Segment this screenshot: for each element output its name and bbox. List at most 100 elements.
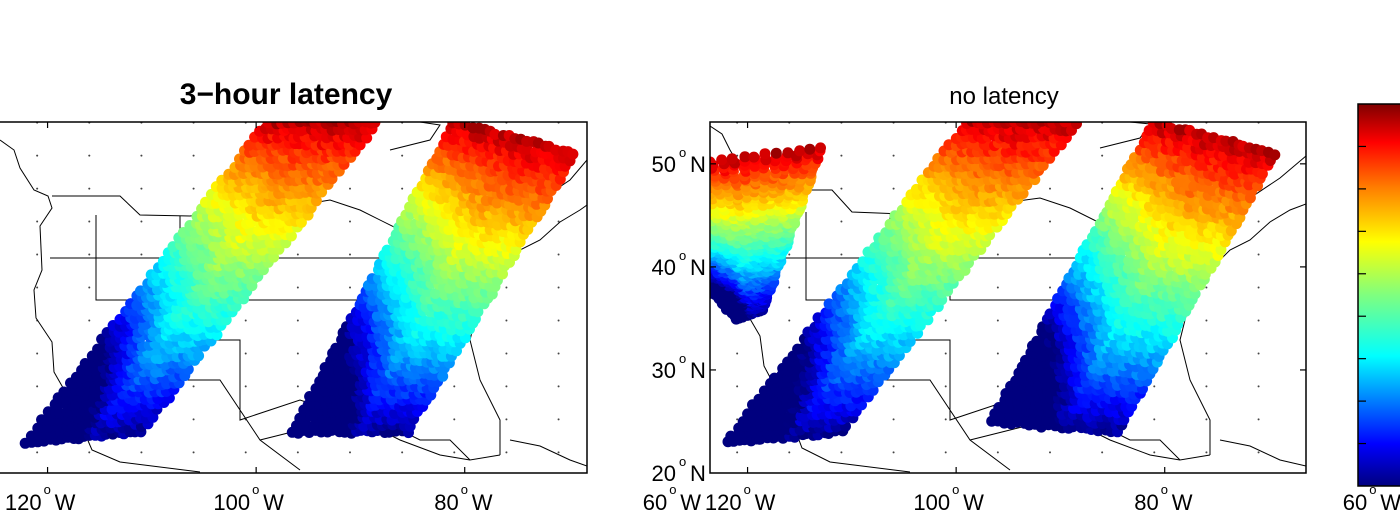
swath-point xyxy=(657,201,668,212)
swath-point xyxy=(354,139,366,151)
grid-dot xyxy=(1153,385,1156,388)
swath-point xyxy=(491,197,503,209)
swath-point xyxy=(655,230,666,241)
grid-dot xyxy=(505,418,508,421)
swath-point xyxy=(642,218,653,229)
swath-point xyxy=(689,215,700,226)
grid-dot xyxy=(453,418,456,421)
swath-point xyxy=(710,202,711,207)
swath-point xyxy=(695,225,706,236)
grid-dot xyxy=(557,451,560,454)
swath-point xyxy=(655,186,666,197)
axes-box xyxy=(0,121,588,474)
swath-point xyxy=(667,218,678,229)
grid-dot xyxy=(244,319,247,322)
swath-point xyxy=(371,310,383,322)
swath-point xyxy=(622,170,633,181)
swath-point xyxy=(660,180,671,191)
swath-point xyxy=(688,236,699,247)
swath-point xyxy=(672,225,683,236)
swath-point xyxy=(698,215,709,226)
swath-point xyxy=(662,213,673,224)
swath-point xyxy=(619,165,630,176)
swath-point xyxy=(649,207,660,218)
swath-point xyxy=(193,350,205,362)
panel-title: no latency xyxy=(949,83,1058,110)
grid-dot xyxy=(505,286,508,289)
swath-point xyxy=(681,176,692,187)
swath-point xyxy=(635,173,646,184)
swath-point xyxy=(650,194,661,205)
swath-point xyxy=(697,239,708,250)
swath-point xyxy=(868,283,880,295)
grid-dot xyxy=(349,451,351,454)
grid-dot xyxy=(557,253,560,256)
swath xyxy=(986,122,1281,438)
swath-point xyxy=(513,194,525,206)
swath-point xyxy=(770,147,782,159)
grid-dot xyxy=(140,451,143,454)
grid-dot xyxy=(557,385,560,388)
grid-dot xyxy=(944,319,947,322)
swath-point xyxy=(678,171,689,182)
swath-point xyxy=(699,233,710,244)
swath-point xyxy=(295,216,307,228)
grid-dot xyxy=(736,385,739,388)
grid-dot xyxy=(1205,451,1208,454)
grid-dot xyxy=(505,385,508,388)
swath-point xyxy=(1162,325,1173,337)
swath-point xyxy=(662,237,673,248)
swath-point xyxy=(696,207,707,218)
grid-dot xyxy=(192,418,195,421)
swath-point xyxy=(450,268,462,280)
swath-point xyxy=(666,237,677,248)
swath-point xyxy=(674,213,685,224)
swath-point xyxy=(695,235,706,246)
swath-point xyxy=(677,220,688,231)
grid-dot xyxy=(1205,385,1208,388)
swath-point xyxy=(676,233,687,244)
grid-dot xyxy=(1049,286,1051,289)
grid-dot xyxy=(88,154,91,157)
swath-point xyxy=(619,196,630,207)
grid-dot xyxy=(192,385,195,388)
swath-point xyxy=(688,195,699,206)
grid-dot xyxy=(1257,385,1260,388)
swath-point xyxy=(1188,180,1200,192)
swath-point xyxy=(699,227,710,238)
swath-point xyxy=(823,298,835,310)
swath-point xyxy=(619,191,630,202)
grid-dot xyxy=(349,220,351,223)
grid-dot xyxy=(944,352,947,355)
swath-point xyxy=(608,183,619,194)
grid-dot xyxy=(1153,451,1156,454)
swath-point xyxy=(804,143,816,155)
swath-point xyxy=(70,398,82,410)
swath-point xyxy=(653,222,664,233)
grid-dot xyxy=(505,451,508,454)
swath-point xyxy=(759,148,771,160)
swath-point xyxy=(629,166,640,177)
swath-point xyxy=(665,239,676,250)
grid-dot xyxy=(349,187,351,190)
swath-point xyxy=(369,122,381,128)
swath-point xyxy=(670,179,681,190)
swath-point xyxy=(670,208,681,219)
swath-point xyxy=(489,128,501,140)
swath-point xyxy=(739,151,751,163)
grid-dot xyxy=(244,352,247,355)
swath-point xyxy=(400,292,412,303)
swath-point xyxy=(662,223,673,234)
grid-dot xyxy=(840,220,843,223)
swath-point xyxy=(646,203,657,214)
swath-point xyxy=(630,181,641,192)
swath-point xyxy=(663,196,674,207)
swath-point xyxy=(381,244,393,256)
swath-point xyxy=(674,236,685,247)
swath xyxy=(608,142,826,325)
swath-point xyxy=(677,210,688,221)
swath-point xyxy=(645,201,656,212)
swath-point xyxy=(434,253,446,265)
